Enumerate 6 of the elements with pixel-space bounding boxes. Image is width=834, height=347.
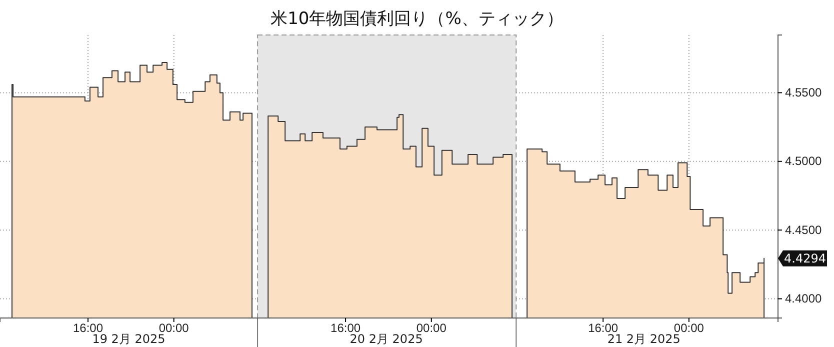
y-tick-label: 4.4000 — [785, 292, 822, 306]
chart-title: 米10年物国債利回り（%、ティック） — [270, 9, 564, 29]
y-tick-label: 4.5000 — [785, 154, 822, 168]
text: 4.4294 — [784, 251, 826, 266]
y-tick-label: 4.5500 — [785, 86, 822, 100]
y-tick-label: 4.4500 — [785, 222, 822, 237]
